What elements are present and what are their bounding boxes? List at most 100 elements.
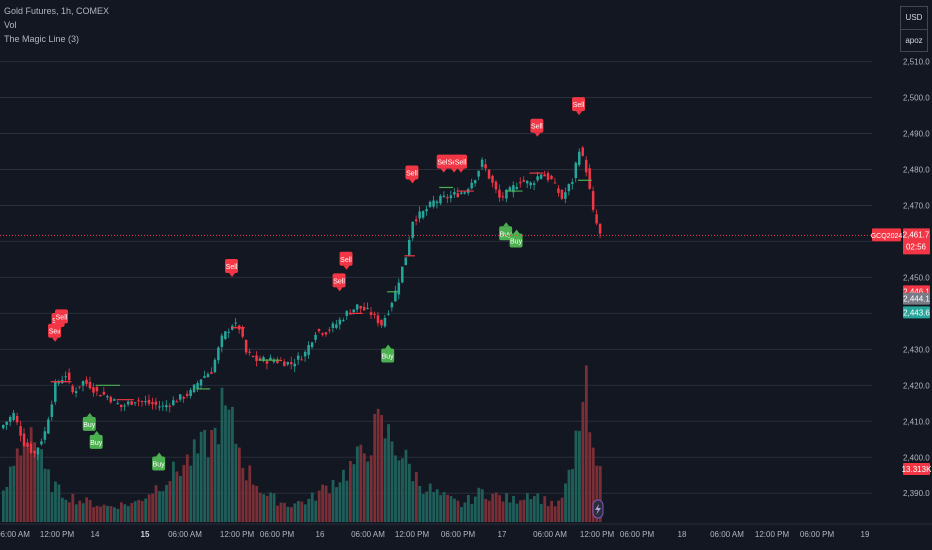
price-tick: 2,500.0 <box>903 94 930 103</box>
indicator-volume[interactable]: Vol <box>4 20 17 30</box>
volume-bar <box>314 500 318 522</box>
candle-body <box>491 175 494 183</box>
buy-label: Buy <box>153 461 166 468</box>
candle-body <box>331 323 335 329</box>
volume-bar <box>598 465 602 522</box>
candle-body <box>113 399 116 401</box>
candle-body <box>366 307 369 309</box>
sell-marker <box>332 273 346 288</box>
symbol-title[interactable]: Gold Futures, 1h, COMEX <box>4 6 110 16</box>
sell-signal: Sell <box>454 154 468 173</box>
user-label[interactable]: apoz <box>901 29 927 51</box>
time-tick: 06:00 AM <box>351 530 385 539</box>
sell-signal: Sell <box>436 154 450 173</box>
volume-bar <box>60 497 64 522</box>
candle-body <box>293 363 296 367</box>
volume-bar <box>88 500 92 522</box>
sell-pointer <box>576 111 583 116</box>
volume-bar <box>119 502 123 522</box>
buy-label: Buy <box>510 238 523 245</box>
sell-label: Sell <box>437 160 449 167</box>
volume-bar <box>564 483 567 522</box>
candle-body <box>418 211 421 219</box>
volume-bar <box>404 449 408 522</box>
sell-pointer <box>229 273 236 277</box>
volume-bar <box>113 507 116 522</box>
candle-body <box>473 180 477 184</box>
price-tick: 2,410.0 <box>903 417 930 426</box>
volume-bar <box>439 495 443 522</box>
price-tick: 2,400.0 <box>903 453 930 462</box>
volume-bar <box>581 401 585 522</box>
price-axis[interactable]: 2,510.02,500.02,490.02,480.02,470.02,460… <box>903 58 930 499</box>
price-tick: 2,510.0 <box>903 58 930 67</box>
time-tick: 16 <box>316 530 325 539</box>
magic-mid-tag-bg <box>903 292 930 305</box>
candle-body <box>81 381 85 386</box>
candle-body <box>335 324 338 328</box>
volume-bar <box>345 480 349 522</box>
candle-body <box>567 183 571 192</box>
buy-label: Buy <box>382 354 395 361</box>
volume-bar <box>189 465 193 522</box>
candle-body <box>584 159 588 173</box>
symbol-tag-bg <box>872 228 901 242</box>
volume-bar <box>64 499 68 522</box>
price-tick: 2,420.0 <box>903 381 930 390</box>
volume-bar <box>584 365 588 522</box>
candle-body <box>317 328 321 332</box>
volume-bar <box>355 446 359 522</box>
candle-body <box>248 351 251 353</box>
candle-body <box>189 389 192 397</box>
volume-bar <box>178 475 182 522</box>
candle-body <box>390 302 394 308</box>
candle-body <box>178 394 182 400</box>
volume-bar <box>217 444 220 522</box>
buy-pointer <box>385 344 392 349</box>
magic-high-tag: 2,446.1 <box>903 287 930 296</box>
volume-bar <box>494 492 498 522</box>
buy-signal: Buy <box>499 222 512 241</box>
candle-body <box>421 211 425 218</box>
currency-label[interactable]: USD <box>905 13 923 22</box>
sell-marker <box>572 97 586 112</box>
candle-body <box>307 344 310 355</box>
volume-bar <box>185 454 189 522</box>
volume-bar <box>251 484 255 522</box>
volume-bar <box>78 500 82 522</box>
flash-icon[interactable] <box>592 499 604 519</box>
volume-bar <box>47 469 50 522</box>
candle-body <box>199 379 203 386</box>
candle-body <box>394 290 397 302</box>
volume-bar <box>168 481 172 522</box>
volume-bar <box>525 493 529 522</box>
currency-panel[interactable]: USD apoz <box>900 6 928 52</box>
candle-body <box>265 360 269 364</box>
magic-low-tag: 2,443.6 <box>903 308 930 317</box>
volume-bar <box>158 491 161 522</box>
volume-bar <box>553 506 557 522</box>
candle-body <box>536 176 539 181</box>
volume-bar <box>54 481 57 522</box>
candle-body <box>557 188 560 193</box>
volume-bar <box>296 500 300 522</box>
volume-bar <box>147 494 151 522</box>
time-tick: 06:00 PM <box>800 530 835 539</box>
time-tick: 12:00 PM <box>395 530 430 539</box>
sell-label: Sell <box>340 257 352 264</box>
candle-body <box>22 433 26 446</box>
volume-bar <box>480 489 484 522</box>
time-axis[interactable]: 06:00 AM 12:00 PM 14 15 06:00 AM 12:00 PM 06:0… <box>0 523 932 539</box>
sell-pointer <box>451 168 458 173</box>
price-tick: 2,390.0 <box>903 489 930 498</box>
indicator-magic-line[interactable]: The Magic Line (3) <box>4 34 80 44</box>
candle-body <box>578 151 581 165</box>
candle-body <box>147 399 151 404</box>
volume-bar <box>591 447 595 522</box>
candle-body <box>210 372 213 374</box>
candle-body <box>283 361 286 367</box>
time-tick: 06:00 PM <box>620 530 655 539</box>
volume-bar <box>418 485 422 522</box>
volume-bar <box>460 506 463 522</box>
